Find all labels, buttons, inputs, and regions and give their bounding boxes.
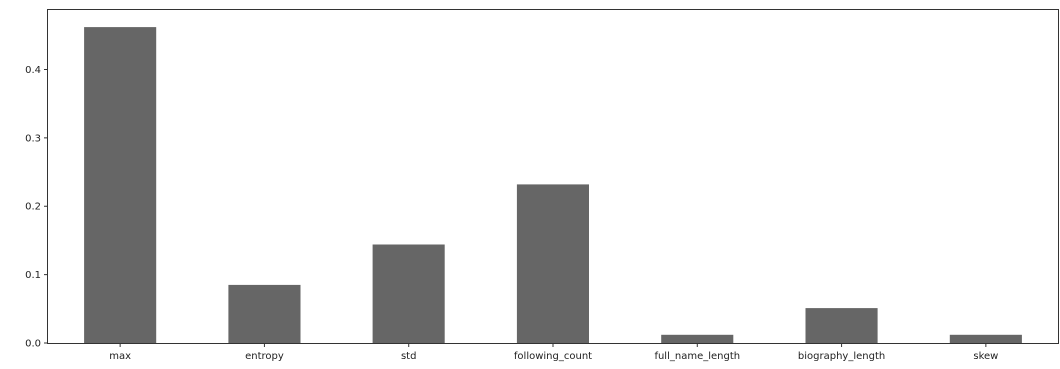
x-tick-label: skew — [973, 351, 998, 362]
x-tick-label: max — [109, 351, 131, 362]
bar-max — [84, 27, 157, 343]
y-tick-label: 0.1 — [25, 270, 41, 281]
bar-following-count — [516, 184, 589, 343]
x-tick-label: biography_length — [798, 351, 885, 362]
y-axis: 0.0 0.1 0.2 0.3 0.4 — [25, 65, 48, 350]
x-tick-label: entropy — [245, 351, 284, 362]
bar-biography-length — [805, 308, 878, 343]
x-tick-label: following_count — [514, 351, 592, 362]
y-tick-label: 0.0 — [25, 339, 41, 350]
bar-skew — [949, 334, 1022, 343]
plot-frame — [47, 9, 1059, 344]
y-tick-label: 0.4 — [25, 65, 41, 76]
x-tick-label: std — [401, 351, 416, 362]
bars-group — [84, 27, 1022, 343]
y-tick-label: 0.2 — [25, 202, 41, 213]
bar-std — [372, 244, 445, 343]
bar-full-name-length — [661, 334, 734, 343]
y-tick-label: 0.3 — [25, 133, 41, 144]
bar-entropy — [228, 284, 301, 343]
x-axis: max entropy std following_count full_name_le… — [109, 343, 998, 362]
x-tick-label: full_name_length — [654, 351, 740, 362]
